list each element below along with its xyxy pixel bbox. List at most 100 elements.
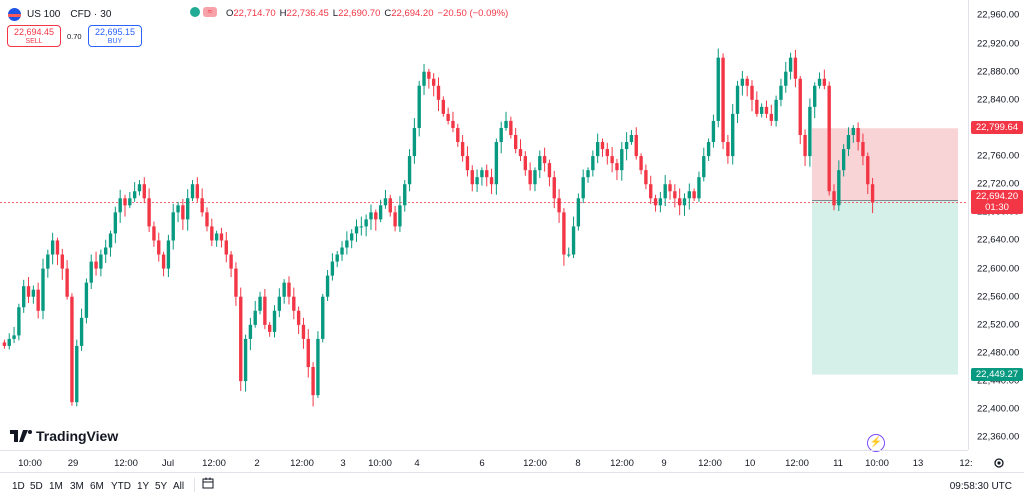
candle-body xyxy=(94,261,98,269)
buy-button[interactable]: 22,695.15 BUY xyxy=(88,25,142,47)
price-tick-label: 22,920.00 xyxy=(977,38,1020,50)
timeframe-3m[interactable]: 3M xyxy=(70,481,84,492)
candle-body xyxy=(504,120,508,128)
candle-body xyxy=(533,170,537,185)
candle-body xyxy=(388,198,392,213)
timeframe-all[interactable]: All xyxy=(173,481,185,492)
candle-body xyxy=(292,296,296,311)
calendar-icon[interactable] xyxy=(202,477,214,489)
candle-body xyxy=(726,142,730,157)
candle-body xyxy=(157,240,161,255)
timeframe-1y[interactable]: 1Y xyxy=(137,481,150,492)
candle-body xyxy=(12,335,16,339)
time-tick-label: 4 xyxy=(414,458,420,469)
candle-body xyxy=(248,324,253,339)
interval[interactable]: 30 xyxy=(100,8,112,20)
timeframe-1m[interactable]: 1M xyxy=(49,481,63,492)
timeframe-5d[interactable]: 5D xyxy=(30,481,43,492)
sell-button[interactable]: 22,694.45 SELL xyxy=(7,25,61,47)
time-tick-label: 10:00 xyxy=(865,458,889,469)
candle-body xyxy=(378,205,383,220)
gear-icon[interactable] xyxy=(992,456,1006,470)
legend-separator: · xyxy=(93,8,98,20)
timeframe-5y[interactable]: 5Y xyxy=(155,481,168,492)
time-tick-label: 12:00 xyxy=(114,458,138,469)
candle-body xyxy=(615,163,619,171)
ohlc-readout: O22,714.70 H22,736.45 L22,690.70 C22,694… xyxy=(226,8,508,19)
candle-body xyxy=(629,135,634,143)
candle-body xyxy=(132,191,137,199)
candle-body xyxy=(538,156,542,171)
candle-body xyxy=(325,275,330,297)
candle-body xyxy=(393,212,397,227)
timeframe-1d[interactable]: 1D xyxy=(12,481,25,492)
candle-body xyxy=(624,142,629,150)
candle-body xyxy=(161,254,166,269)
candle-body xyxy=(205,212,209,227)
candle-body xyxy=(89,261,93,283)
candle-body xyxy=(398,205,402,227)
candle-body xyxy=(822,78,827,86)
candle-body xyxy=(649,184,653,199)
candle-body xyxy=(475,177,479,185)
candle-body xyxy=(644,170,648,185)
candle-body xyxy=(711,120,716,143)
price-tick-label: 22,960.00 xyxy=(977,9,1020,21)
candle-body xyxy=(195,184,200,199)
candle-body xyxy=(229,254,233,269)
time-tick-label: 10:00 xyxy=(368,458,392,469)
candle-body xyxy=(2,342,7,346)
candle-body xyxy=(673,191,677,199)
timeframe-6m[interactable]: 6M xyxy=(90,481,104,492)
candle-body xyxy=(837,170,841,206)
candle-body xyxy=(407,156,412,185)
candle-body xyxy=(267,324,272,332)
candle-body xyxy=(663,184,667,199)
candle-body xyxy=(793,57,798,79)
countdown-label: 01:30 xyxy=(985,201,1009,213)
price-tick-label: 22,400.00 xyxy=(977,403,1020,415)
candle-body xyxy=(22,286,26,308)
candle-body xyxy=(557,198,561,213)
symbol-legend[interactable]: US 100 CFD · 30 xyxy=(8,6,111,22)
price-tick-label: 22,720.00 xyxy=(977,178,1020,190)
candle-body xyxy=(263,296,267,325)
candle-body xyxy=(441,99,446,114)
instrument-type: CFD xyxy=(70,8,91,20)
candle-body xyxy=(716,57,720,121)
candle-body xyxy=(330,261,335,276)
candle-body xyxy=(118,198,122,213)
candle-body xyxy=(7,338,11,346)
time-tick-label: 12:00 xyxy=(290,458,314,469)
timeframe-ytd[interactable]: YTD xyxy=(111,481,131,492)
candle-body xyxy=(813,85,817,107)
price-chart[interactable] xyxy=(0,0,968,450)
price-axis[interactable]: 22,960.0022,920.0022,880.0022,840.0022,8… xyxy=(968,0,1024,450)
candle-body xyxy=(186,198,190,220)
candle-body xyxy=(239,296,243,382)
candle-body xyxy=(306,338,310,368)
chart-area[interactable] xyxy=(0,0,968,450)
time-tick-label: 9 xyxy=(661,458,667,469)
candle-body xyxy=(171,212,175,241)
candle-body xyxy=(866,156,870,185)
time-tick-label: 29 xyxy=(67,458,79,469)
price-tick-label: 22,760.00 xyxy=(977,150,1020,162)
candle-body xyxy=(788,57,793,72)
candle-body xyxy=(620,149,624,171)
candle-body xyxy=(436,85,441,100)
candle-body xyxy=(562,212,566,255)
time-tick-label: 10 xyxy=(744,458,756,469)
market-status[interactable]: ≈ xyxy=(190,7,217,17)
time-tick-label: 12:00 xyxy=(523,458,547,469)
time-tick-label: 3 xyxy=(340,458,346,469)
candle-body xyxy=(653,198,658,206)
candle-body xyxy=(841,149,846,171)
candle-body xyxy=(17,307,21,336)
symbol-name[interactable]: US 100 xyxy=(27,8,61,20)
tradingview-logo[interactable]: TradingView xyxy=(10,428,118,444)
time-axis[interactable]: 10:00 29 12:00 Jul 12:00 2 12:00 3 10:00 4 6 12:00 8… xyxy=(0,450,973,473)
lightning-icon[interactable]: ⚡ xyxy=(867,434,885,452)
utc-clock[interactable]: 09:58:30 UTC xyxy=(949,481,1012,492)
candle-body xyxy=(166,240,171,269)
